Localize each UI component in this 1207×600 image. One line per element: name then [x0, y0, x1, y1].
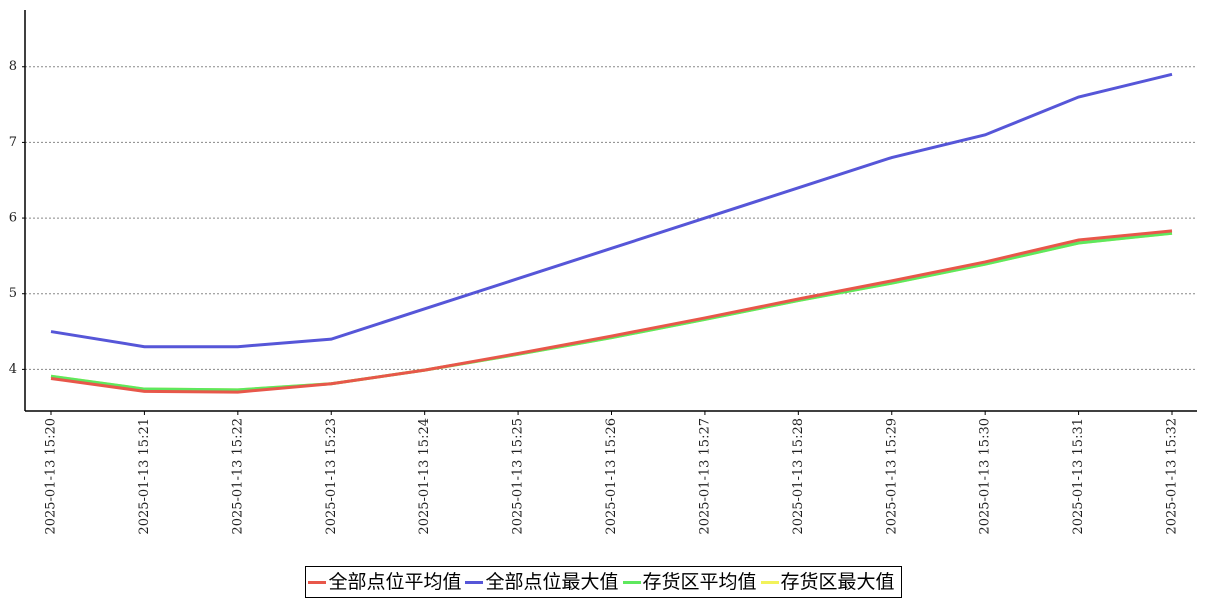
y-tick-label: 6 [9, 211, 17, 226]
x-tick-label: 2025-01-13 15:28 [791, 418, 806, 535]
y-tick-label: 7 [9, 135, 17, 150]
legend-label: 存货区平均值 [642, 571, 757, 593]
legend-swatch [622, 580, 641, 584]
legend-swatch [760, 580, 779, 584]
x-tick-label: 2025-01-13 15:31 [1071, 418, 1086, 535]
series-line [50, 229, 1173, 394]
legend-box: 全部点位平均值 全部点位最大值 存货区平均值 存货区最大值 [305, 566, 902, 598]
x-tick-label: 2025-01-13 15:26 [604, 418, 619, 535]
y-tick-label: 4 [9, 362, 17, 377]
legend-label: 全部点位平均值 [328, 571, 462, 593]
series-line [50, 72, 1173, 349]
chart: 4 5 6 7 8 2025-01-13 15:20 2025-01-13 15:21 202… [9, 10, 1197, 535]
x-tick-label: 2025-01-13 15:20 [44, 418, 59, 535]
legend-item[interactable]: 全部点位平均值 [308, 569, 461, 595]
x-tick-label: 2025-01-13 15:21 [137, 418, 152, 535]
legend-item[interactable]: 全部点位最大值 [465, 569, 619, 595]
legend-item[interactable]: 存货区最大值 [760, 569, 895, 595]
x-tick-label: 2025-01-13 15:27 [697, 418, 712, 535]
legend-label: 全部点位最大值 [485, 571, 619, 593]
x-tick-label: 2025-01-13 15:32 [1165, 418, 1180, 535]
legend-swatch [308, 580, 327, 584]
x-tick-label: 2025-01-13 15:29 [884, 418, 899, 535]
x-tick-label: 2025-01-13 15:22 [230, 418, 245, 535]
legend-swatch [465, 580, 484, 584]
y-tick-label: 5 [9, 286, 17, 301]
legend-item[interactable]: 存货区平均值 [622, 569, 757, 595]
x-tick-label: 2025-01-13 15:30 [978, 418, 993, 535]
legend-label: 存货区最大值 [780, 571, 895, 593]
legend: 全部点位平均值 全部点位最大值 存货区平均值 存货区最大值 [0, 566, 1207, 598]
x-tick-label: 2025-01-13 15:23 [324, 418, 339, 535]
x-tick-label: 2025-01-13 15:24 [417, 418, 432, 535]
x-tick-label: 2025-01-13 15:25 [511, 418, 526, 535]
y-tick-label: 8 [9, 59, 17, 74]
